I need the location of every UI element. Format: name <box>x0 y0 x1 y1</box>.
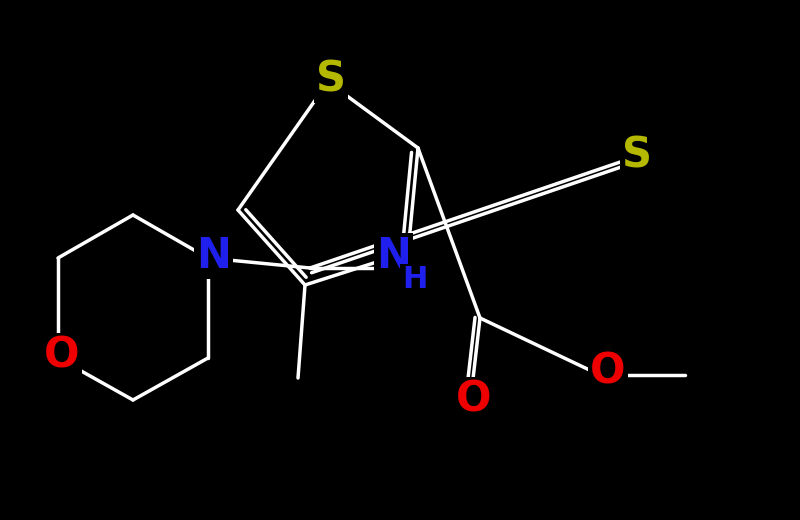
Text: O: O <box>456 379 491 421</box>
Text: O: O <box>44 335 79 377</box>
Text: S: S <box>622 134 652 176</box>
Text: S: S <box>316 59 346 101</box>
Text: H: H <box>402 266 427 294</box>
Text: N: N <box>196 235 231 277</box>
Text: N: N <box>376 235 411 277</box>
Text: O: O <box>590 351 626 393</box>
